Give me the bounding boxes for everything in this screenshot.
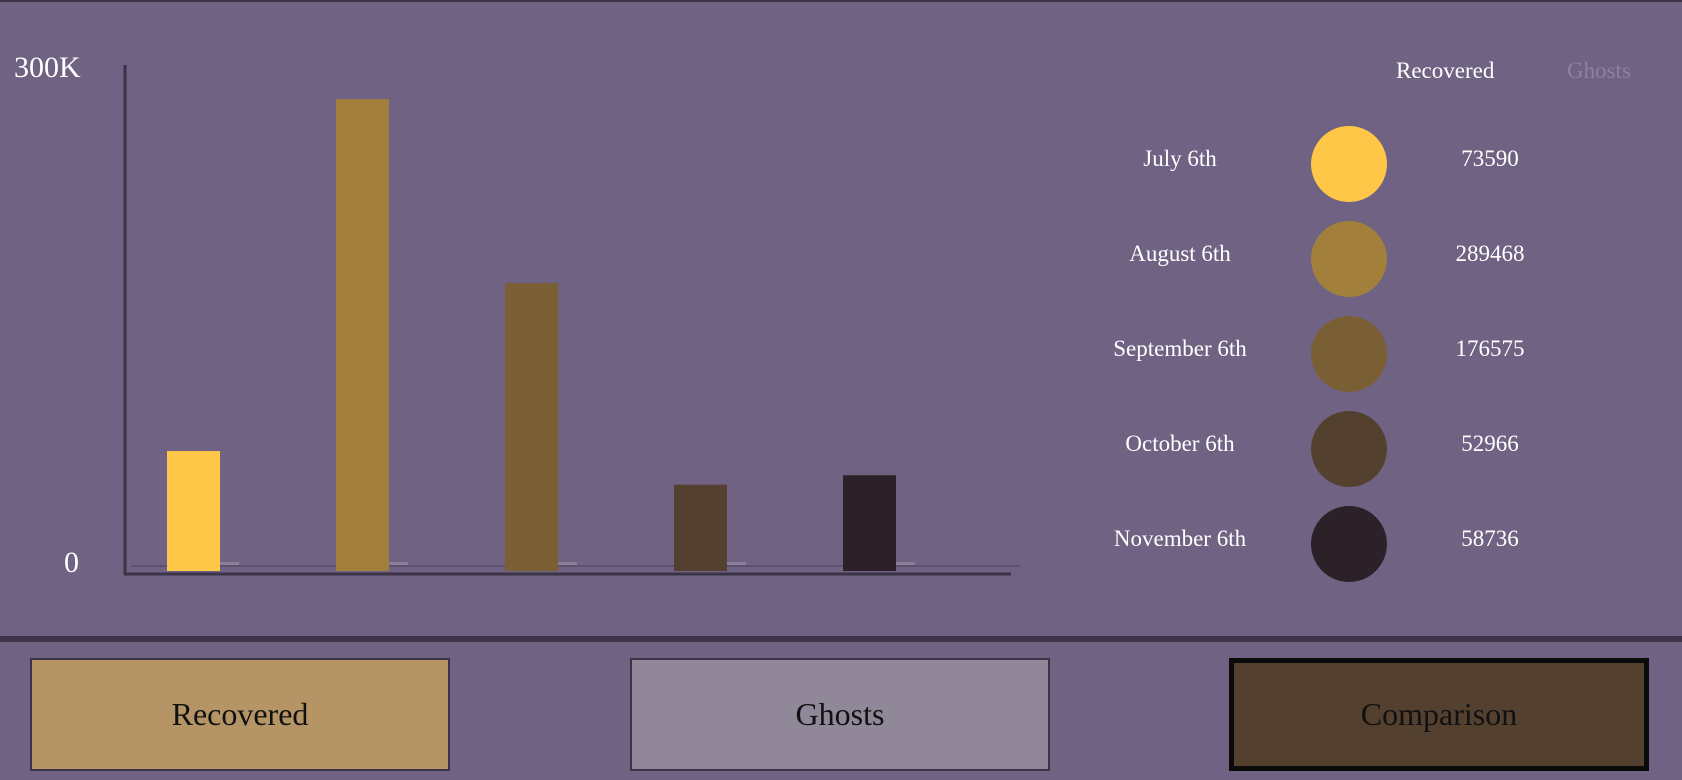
- y-axis-max-label: 300K: [14, 51, 81, 84]
- ghosts-button[interactable]: Ghosts: [630, 658, 1050, 771]
- bar-november-6th[interactable]: [843, 475, 896, 571]
- bar-chart: [123, 65, 1020, 576]
- bar-october-6th[interactable]: [674, 484, 727, 571]
- legend-swatch: [1311, 316, 1387, 392]
- top-border: [0, 0, 1682, 2]
- legend-row: July 6th 73590: [1070, 121, 1590, 202]
- legend-swatch: [1311, 411, 1387, 487]
- legend-value: 58736: [1461, 526, 1519, 551]
- legend-value: 52966: [1461, 431, 1519, 456]
- legend-row: September 6th 176575: [1070, 311, 1590, 392]
- legend-row: October 6th 52966: [1070, 406, 1590, 487]
- legend-value: 289468: [1455, 241, 1525, 266]
- bar-july-6th[interactable]: [167, 451, 220, 571]
- legend-date: September 6th: [1113, 336, 1247, 361]
- legend-swatch: [1311, 126, 1387, 202]
- legend-row: August 6th 289468: [1070, 216, 1590, 297]
- legend-date: November 6th: [1113, 526, 1247, 551]
- legend-swatch: [1311, 221, 1387, 297]
- bar-september-6th[interactable]: [505, 283, 558, 571]
- y-axis-min-label: 0: [64, 546, 79, 579]
- legend-date: August 6th: [1129, 241, 1231, 266]
- legend-date: October 6th: [1125, 431, 1235, 456]
- legend-tab-ghosts[interactable]: Ghosts: [1567, 58, 1631, 83]
- legend-value: 73590: [1461, 146, 1519, 171]
- bar-august-6th[interactable]: [336, 99, 389, 571]
- recovered-button[interactable]: Recovered: [30, 658, 450, 771]
- legend-date: July 6th: [1143, 146, 1217, 171]
- legend-row: November 6th 58736: [1070, 501, 1590, 582]
- legend-tab-recovered[interactable]: Recovered: [1396, 58, 1495, 83]
- chart-panel: 300K 0 Recovered Ghosts July 6th 73590 A…: [0, 2, 1682, 637]
- section-divider: [0, 636, 1682, 642]
- legend-swatch: [1311, 506, 1387, 582]
- comparison-button[interactable]: Comparison: [1229, 658, 1649, 771]
- legend-value: 176575: [1455, 336, 1525, 361]
